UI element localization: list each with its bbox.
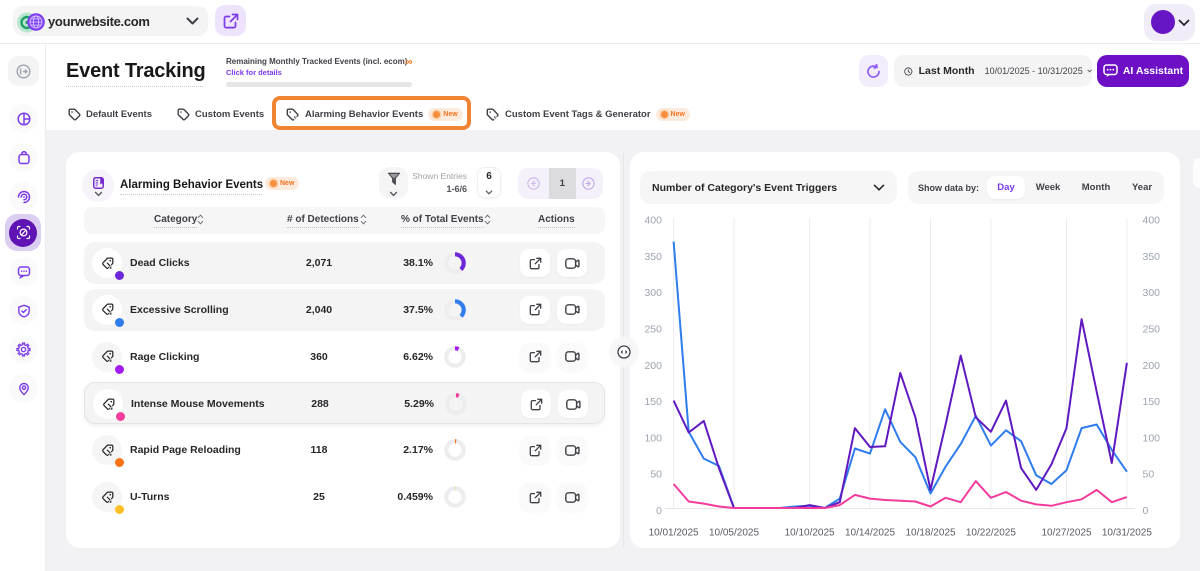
svg-text:250: 250 (644, 324, 662, 336)
svg-text:300: 300 (1143, 287, 1161, 299)
svg-text:10/01/2025: 10/01/2025 (649, 528, 699, 539)
svg-text:10/10/2025: 10/10/2025 (785, 528, 835, 539)
svg-text:50: 50 (1143, 469, 1155, 481)
svg-text:250: 250 (1143, 324, 1161, 336)
svg-text:0: 0 (1143, 505, 1149, 517)
svg-text:10/05/2025: 10/05/2025 (709, 528, 759, 539)
svg-text:100: 100 (644, 432, 662, 444)
svg-text:100: 100 (1143, 432, 1161, 444)
svg-text:10/22/2025: 10/22/2025 (966, 528, 1016, 539)
svg-text:150: 150 (644, 396, 662, 408)
svg-text:300: 300 (644, 287, 662, 299)
svg-text:10/18/2025: 10/18/2025 (905, 528, 955, 539)
svg-text:150: 150 (1143, 396, 1161, 408)
svg-text:0: 0 (656, 505, 662, 517)
svg-text:10/14/2025: 10/14/2025 (845, 528, 895, 539)
svg-text:200: 200 (1143, 360, 1161, 372)
svg-text:50: 50 (650, 469, 662, 481)
svg-text:200: 200 (644, 360, 662, 372)
svg-text:400: 400 (644, 215, 662, 227)
svg-text:10/31/2025: 10/31/2025 (1102, 528, 1152, 539)
svg-text:400: 400 (1143, 215, 1161, 227)
svg-text:10/27/2025: 10/27/2025 (1041, 528, 1091, 539)
svg-text:350: 350 (644, 251, 662, 263)
svg-text:350: 350 (1143, 251, 1161, 263)
